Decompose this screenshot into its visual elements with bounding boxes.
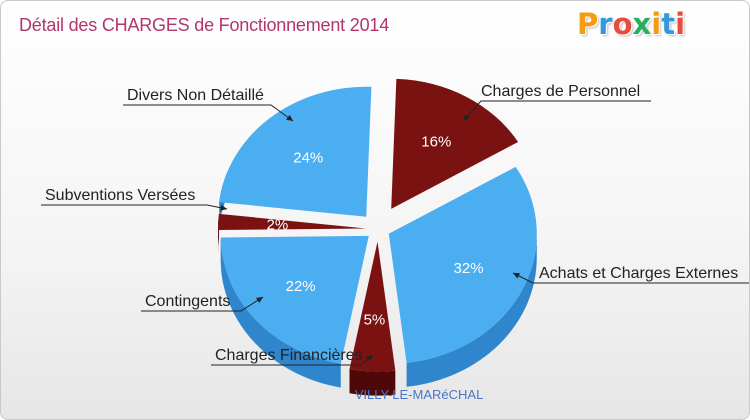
pie-slice-side bbox=[220, 237, 230, 305]
logo-letter: i bbox=[675, 7, 686, 41]
pie-slice[interactable] bbox=[220, 235, 369, 364]
pie-slice[interactable] bbox=[219, 86, 372, 217]
leader-arrow bbox=[513, 273, 520, 279]
pie-slice[interactable] bbox=[218, 213, 367, 230]
leader-arrow bbox=[366, 355, 373, 362]
slice-category-label: Charges Financières bbox=[215, 347, 363, 364]
pie-slice-side bbox=[406, 233, 537, 387]
logo-letter: i bbox=[651, 7, 662, 41]
slice-percent-label: 22% bbox=[286, 278, 316, 295]
slice-category-label: Charges de Personnel bbox=[481, 83, 640, 100]
logo-letter: x bbox=[632, 7, 652, 41]
pie-sides bbox=[218, 172, 537, 396]
leader-line bbox=[41, 204, 228, 210]
commune-name: VILLY-LE-MARéCHAL bbox=[355, 387, 484, 402]
leader-arrow bbox=[220, 204, 227, 211]
percent-labels: 16% 32% 5% 22% 2% 24% bbox=[266, 134, 483, 329]
pie-slice[interactable] bbox=[391, 78, 519, 209]
leader-arrow bbox=[286, 114, 293, 121]
slice-category-label: Divers Non Détaillé bbox=[127, 87, 264, 104]
slice-category-label: Subventions Versées bbox=[45, 187, 195, 204]
leader-line bbox=[123, 104, 294, 122]
logo-letter: r bbox=[598, 7, 613, 41]
logo-letter: t bbox=[661, 7, 676, 41]
slice-percent-label: 32% bbox=[454, 260, 484, 277]
pie-slices bbox=[218, 78, 537, 372]
leader-arrow bbox=[463, 114, 470, 121]
leader-line bbox=[141, 296, 264, 312]
slice-category-label: Contingents bbox=[145, 293, 230, 310]
leader-arrow bbox=[256, 297, 263, 303]
pie-slice-side bbox=[349, 369, 396, 396]
proxiti-logo[interactable]: Proxiti bbox=[577, 7, 685, 41]
leader-line bbox=[462, 100, 651, 122]
pie-slice[interactable] bbox=[349, 241, 396, 372]
slice-category-label: Achats et Charges Externes bbox=[539, 265, 738, 282]
slice-percent-label: 16% bbox=[421, 134, 451, 151]
logo-letter: P bbox=[577, 7, 599, 41]
slice-percent-label: 24% bbox=[293, 150, 323, 167]
pie-slice-side bbox=[220, 237, 341, 388]
leader-lines: Charges de Personnel Achats et Charges Ex… bbox=[41, 83, 749, 366]
pie-slice[interactable] bbox=[388, 166, 537, 363]
chart-title: Détail des CHARGES de Fonctionnement 201… bbox=[19, 15, 390, 35]
slice-percent-label: 2% bbox=[266, 217, 288, 234]
slice-percent-label: 5% bbox=[364, 312, 386, 329]
logo-letter: o bbox=[612, 7, 633, 41]
leader-line bbox=[512, 272, 749, 284]
